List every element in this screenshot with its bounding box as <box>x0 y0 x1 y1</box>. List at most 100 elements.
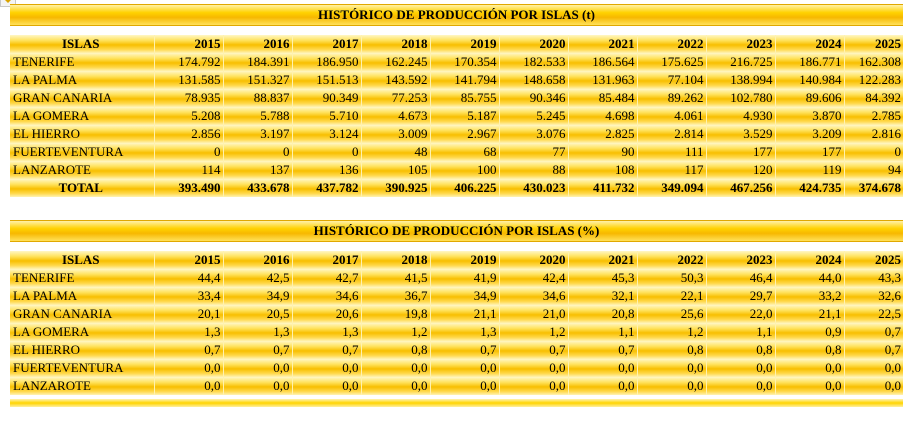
cell-value: 162.245 <box>361 53 431 71</box>
row-label: FUERTEVENTURA <box>10 143 155 161</box>
cell-value: 22,5 <box>844 305 903 323</box>
cell-value: 148.658 <box>499 71 569 89</box>
cell-value: 216.725 <box>706 53 776 71</box>
row-label: LA GOMERA <box>10 107 155 125</box>
cell-value: 0,0 <box>292 359 362 377</box>
cell-value: 0,0 <box>361 377 431 395</box>
cell-value: 33,2 <box>775 287 845 305</box>
row-label: LA PALMA <box>10 287 155 305</box>
cell-value: 138.994 <box>706 71 776 89</box>
cell-value: 2022 <box>637 251 707 269</box>
cell-value: 111 <box>637 143 707 161</box>
cell-value: 0 <box>292 143 362 161</box>
cell-value: 84.392 <box>844 89 903 107</box>
cell-value: 5.788 <box>223 107 293 125</box>
cell-value: 131.585 <box>154 71 224 89</box>
cell-value: 0,0 <box>775 359 845 377</box>
cell-value: 184.391 <box>223 53 293 71</box>
cell-value: 2015 <box>154 35 224 53</box>
cell-value: 1,3 <box>223 323 293 341</box>
cell-value: 0,7 <box>430 341 500 359</box>
cell-value: 175.625 <box>637 53 707 71</box>
cell-value: 424.735 <box>775 179 845 197</box>
cell-value: 2.825 <box>568 125 638 143</box>
cell-value: 2017 <box>292 251 362 269</box>
cell-value: 105 <box>361 161 431 179</box>
cell-value: 88 <box>499 161 569 179</box>
cell-value: 136 <box>292 161 362 179</box>
cell-value: 114 <box>154 161 224 179</box>
cell-value: 42,5 <box>223 269 293 287</box>
cell-value: 2021 <box>568 251 638 269</box>
cell-value: 4.698 <box>568 107 638 125</box>
cell-value: 21,0 <box>499 305 569 323</box>
cell-value: 0,0 <box>706 359 776 377</box>
table-row: GRAN CANARIA 20,1 20,5 20,6 19,8 21,1 21,0 20,8… <box>10 305 903 323</box>
cell-value: 0,0 <box>637 377 707 395</box>
table-row: TENERIFE 174.792 184.391 186.950 162.245 170.… <box>10 53 903 71</box>
collapse-toggle-icon[interactable] <box>0 0 16 7</box>
cell-value: 2024 <box>775 251 845 269</box>
table-row: EL HIERRO 0,7 0,7 0,7 0,8 0,7 0,7 0,7 0,8 0,8 0,8 0… <box>10 341 903 359</box>
cell-value: 3.529 <box>706 125 776 143</box>
cell-value: 1,2 <box>499 323 569 341</box>
cell-value: 177 <box>775 143 845 161</box>
cell-value: 100 <box>430 161 500 179</box>
cell-value: 2021 <box>568 35 638 53</box>
cell-value: 0,7 <box>568 341 638 359</box>
table-title-percent: HISTÓRICO DE PRODUCCIÓN POR ISLAS (%) <box>10 220 903 242</box>
total-row: TOTAL 393.490 433.678 437.782 390.925 406.225… <box>10 179 903 197</box>
table-row: LANZAROTE 114 137 136 105 100 88 108 117 120 119 94 <box>10 161 903 179</box>
row-label: TOTAL <box>10 179 155 197</box>
cell-value: 0,0 <box>499 377 569 395</box>
row-label: TENERIFE <box>10 53 155 71</box>
cell-value: 3.870 <box>775 107 845 125</box>
cell-value: 77.104 <box>637 71 707 89</box>
cell-value: 32,1 <box>568 287 638 305</box>
cell-value: 34,9 <box>430 287 500 305</box>
cell-value: 4.673 <box>361 107 431 125</box>
cell-value: 0,0 <box>637 359 707 377</box>
cell-value: 20,5 <box>223 305 293 323</box>
table-footer-bar <box>10 399 903 407</box>
cell-value: 90.346 <box>499 89 569 107</box>
cell-value: 33,4 <box>154 287 224 305</box>
cell-value: 0,0 <box>154 359 224 377</box>
cell-value: 44,0 <box>775 269 845 287</box>
cell-value: 3.197 <box>223 125 293 143</box>
row-label: GRAN CANARIA <box>10 89 155 107</box>
cell-value: 0,8 <box>706 341 776 359</box>
cell-value: 29,7 <box>706 287 776 305</box>
cell-value: 2019 <box>430 251 500 269</box>
cell-value: 34,6 <box>292 287 362 305</box>
cell-value: 430.023 <box>499 179 569 197</box>
cell-value: 0,7 <box>844 341 903 359</box>
production-table-tonnes: ISLAS 2015 2016 2017 2018 2019 2020 2021 2022 202… <box>10 35 903 197</box>
table-row: EL HIERRO 2.856 3.197 3.124 3.009 2.967 3.076 2… <box>10 125 903 143</box>
cell-value: 32,6 <box>844 287 903 305</box>
cell-value: 89.262 <box>637 89 707 107</box>
row-label: TENERIFE <box>10 269 155 287</box>
cell-value: 50,3 <box>637 269 707 287</box>
cell-value: 174.792 <box>154 53 224 71</box>
cell-value: 0,0 <box>706 377 776 395</box>
cell-value: 0,8 <box>775 341 845 359</box>
cell-value: 22,1 <box>637 287 707 305</box>
cell-value: 182.533 <box>499 53 569 71</box>
cell-value: 94 <box>844 161 903 179</box>
cell-value: 3.209 <box>775 125 845 143</box>
cell-value: 467.256 <box>706 179 776 197</box>
cell-value: 122.283 <box>844 71 903 89</box>
cell-value: 2020 <box>499 251 569 269</box>
cell-value: 2018 <box>361 35 431 53</box>
cell-value: 46,4 <box>706 269 776 287</box>
cell-value: 0,8 <box>361 341 431 359</box>
cell-value: 186.564 <box>568 53 638 71</box>
row-label: GRAN CANARIA <box>10 305 155 323</box>
cell-value: 120 <box>706 161 776 179</box>
cell-value: 2.814 <box>637 125 707 143</box>
row-label: LANZAROTE <box>10 161 155 179</box>
table-title-tonnes: HISTÓRICO DE PRODUCCIÓN POR ISLAS (t) <box>10 4 903 26</box>
header-row: ISLAS 2015 2016 2017 2018 2019 2020 2021 2022 202… <box>10 251 903 269</box>
cell-value: 68 <box>430 143 500 161</box>
